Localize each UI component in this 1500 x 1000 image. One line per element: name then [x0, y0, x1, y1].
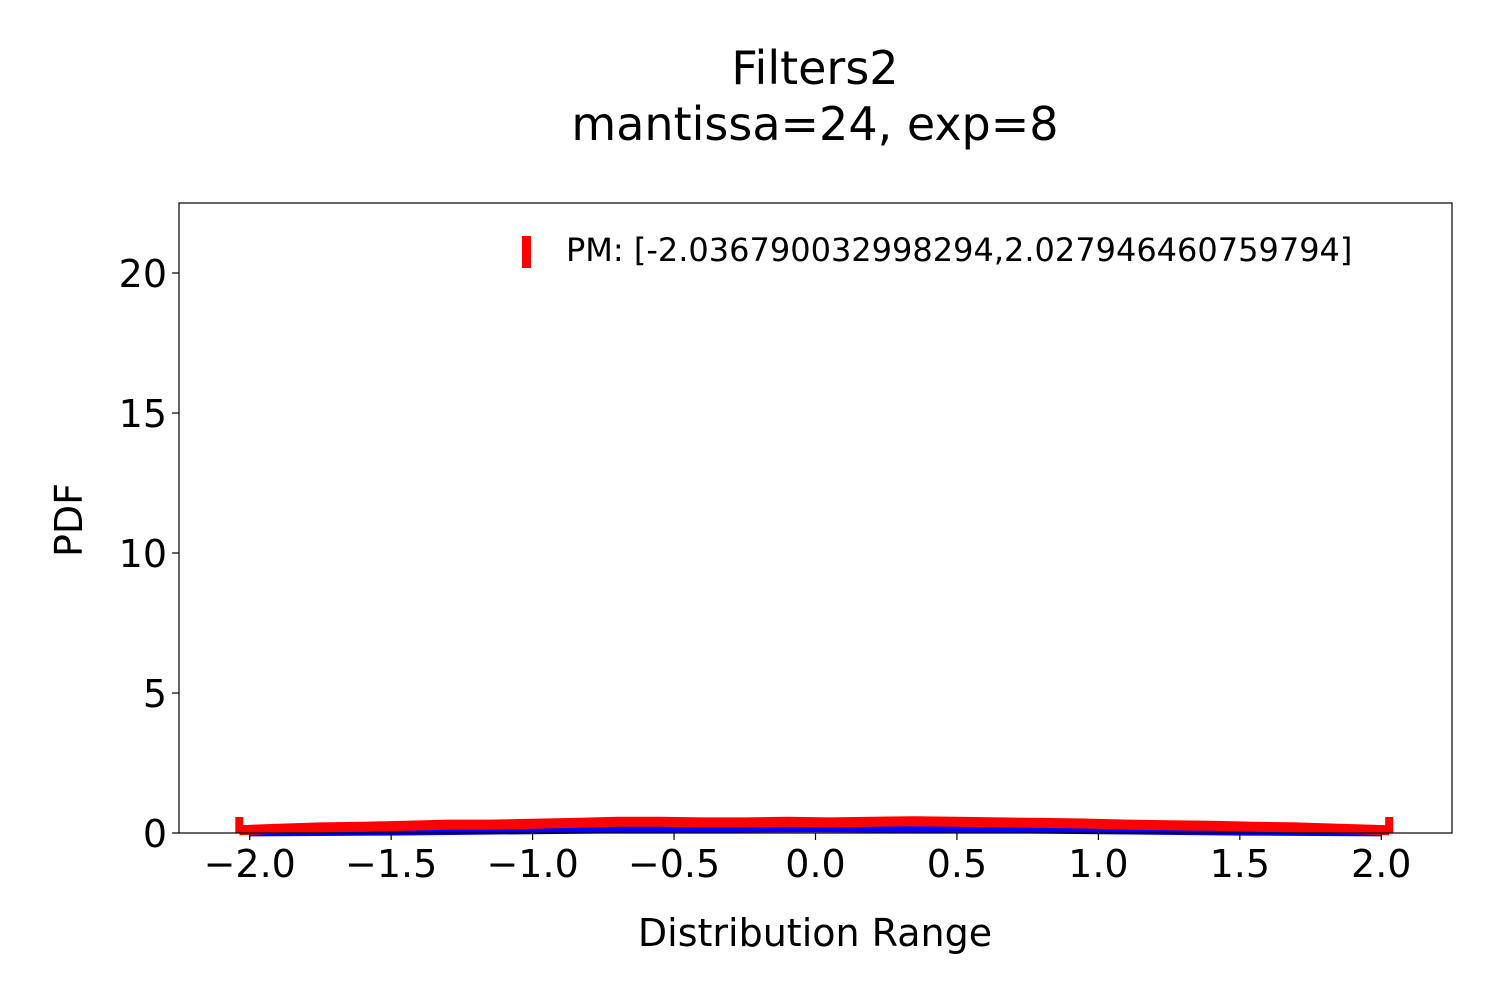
plot-marks — [235, 816, 1394, 837]
x-tick-label: 0.5 — [927, 842, 987, 886]
x-tick-label: −1.0 — [486, 842, 578, 886]
y-tick-label: 0 — [143, 812, 167, 856]
series-line-blue — [249, 824, 1382, 837]
y-axis: 0 5 10 15 20 — [119, 252, 179, 856]
chart-title: Filters2 — [731, 41, 898, 95]
x-tick-label: −0.5 — [628, 842, 720, 886]
y-tick-label: 5 — [143, 672, 167, 716]
plot-frame — [178, 202, 1453, 834]
x-axis: −2.0 −1.5 −1.0 −0.5 0.0 0.5 1.0 1.5 2.0 — [204, 833, 1411, 886]
x-tick-label: 0.0 — [785, 842, 845, 886]
legend-swatch-pm — [522, 236, 531, 268]
x-tick-label: 2.0 — [1351, 842, 1411, 886]
y-tick-label: 15 — [119, 392, 167, 436]
x-tick-label: −2.0 — [204, 842, 296, 886]
x-tick-label: 1.0 — [1068, 842, 1128, 886]
chart-subtitle: mantissa=24, exp=8 — [571, 97, 1058, 151]
y-tick-label: 10 — [119, 532, 167, 576]
range-min-mark — [235, 817, 244, 833]
x-tick-label: 1.5 — [1210, 842, 1270, 886]
x-axis-label: Distribution Range — [638, 911, 992, 955]
legend: PM: [-2.036790032998294,2.02794646075979… — [522, 231, 1352, 269]
x-tick-label: −1.5 — [345, 842, 437, 886]
y-tick-label: 20 — [119, 252, 167, 296]
legend-label-pm: PM: [-2.036790032998294,2.02794646075979… — [566, 231, 1352, 269]
y-axis-label: PDF — [47, 483, 91, 557]
range-max-mark — [1385, 817, 1394, 833]
series-line-pm — [239, 816, 1390, 836]
